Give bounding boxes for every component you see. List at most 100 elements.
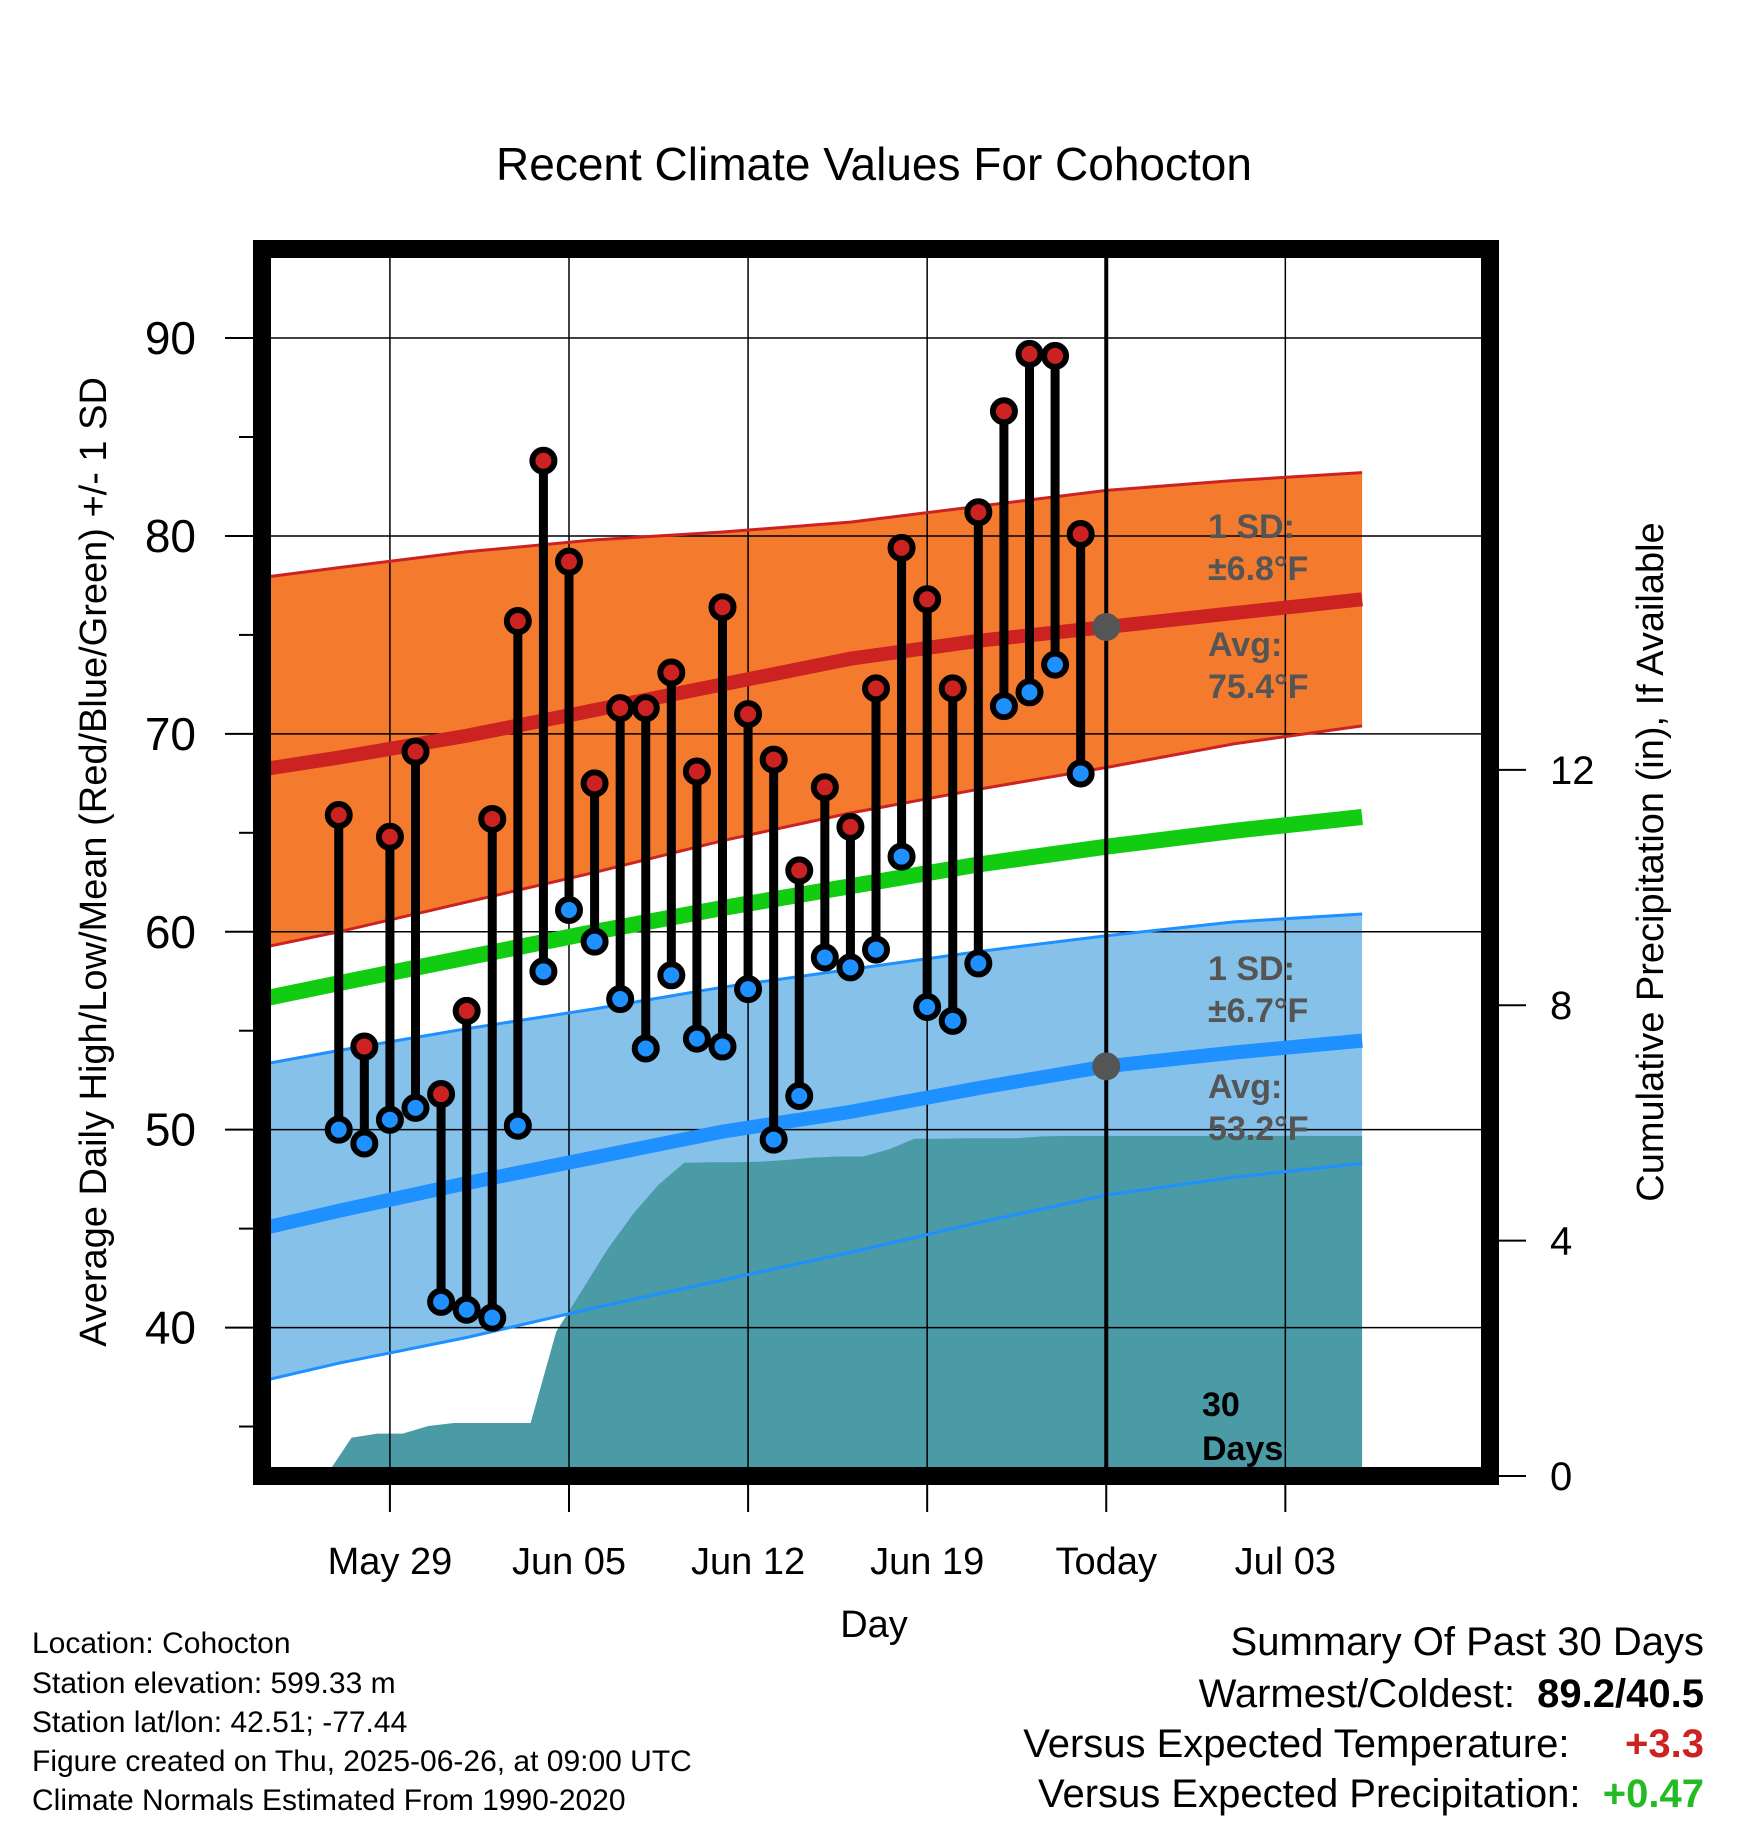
- daily-high-point: [529, 446, 558, 475]
- daily-low-point: [478, 1303, 507, 1332]
- x-tick-label: Jun 19: [870, 1541, 984, 1583]
- daily-low-point: [529, 957, 558, 986]
- daily-low-point: [503, 1111, 532, 1140]
- daily-low-point: [682, 1024, 711, 1053]
- daily-high-point: [1066, 519, 1095, 548]
- daily-high-point: [350, 1032, 379, 1061]
- daily-low-point: [555, 895, 583, 924]
- y-tick-label: 50: [145, 1104, 196, 1156]
- daily-low-point: [989, 692, 1018, 721]
- warm-cold-value: 89.2/40.5: [1537, 1672, 1704, 1716]
- daily-low-point: [324, 1115, 353, 1144]
- y-tick-label: 80: [145, 510, 196, 562]
- daily-high-point: [836, 812, 865, 841]
- daily-low-point: [427, 1287, 456, 1316]
- y-tick-label: 40: [145, 1302, 196, 1354]
- daily-high-point: [862, 674, 890, 703]
- footer-latlon: Station lat/lon: 42.51; -77.44: [32, 1706, 408, 1739]
- y-tick-label: 90: [145, 312, 196, 364]
- daily-high-point: [324, 801, 353, 830]
- daily-high-point: [606, 694, 635, 723]
- summary-title: Summary Of Past 30 Days: [1231, 1620, 1704, 1665]
- temp-value: +3.3: [1625, 1722, 1704, 1766]
- daily-low-point: [810, 943, 839, 972]
- daily-high-point: [938, 674, 967, 703]
- daily-low-point: [913, 992, 942, 1021]
- y2-tick-label: 4: [1550, 1220, 1572, 1264]
- high-sd-label: 1 SD:: [1208, 508, 1295, 546]
- daily-high-point: [708, 593, 737, 622]
- normal-high-plus-sd-line: [262, 471, 1363, 579]
- high-avg-label: Avg:: [1208, 626, 1282, 664]
- daily-high-point: [657, 658, 686, 687]
- daily-high-point: [427, 1080, 456, 1109]
- y2-axis-label: Cumulative Precipitation (in), If Availa…: [1630, 522, 1672, 1201]
- normal-low-line: [262, 1033, 1363, 1236]
- low-sd-value: ±6.7°F: [1208, 992, 1308, 1030]
- low-avg-label: Avg:: [1208, 1068, 1282, 1106]
- precip-value: +0.47: [1602, 1772, 1704, 1816]
- cumulative-precipitation-area: [300, 1135, 1363, 1476]
- high-sd-value: ±6.8°F: [1208, 550, 1308, 588]
- daily-low-point: [657, 961, 686, 990]
- daily-low-point: [964, 949, 993, 978]
- y2-tick-label: 8: [1550, 984, 1572, 1028]
- x-axis: May 29 Jun 05 Jun 12 Jun 19 Today Jul 03: [328, 1485, 1336, 1583]
- daily-high-point: [759, 745, 788, 774]
- summary-precip: Versus Expected Precipitation: +0.47: [1038, 1772, 1704, 1817]
- daily-low-point: [631, 1034, 660, 1063]
- daily-low-point: [887, 842, 916, 871]
- x-tick-label: Jun 12: [691, 1541, 805, 1583]
- normal-mean-line: [262, 809, 1363, 1007]
- normal-low-today-marker: [1092, 1052, 1121, 1081]
- daily-low-point: [401, 1093, 430, 1122]
- temp-label: Versus Expected Temperature:: [1023, 1722, 1570, 1766]
- daily-low-point: [1015, 678, 1044, 707]
- y2-tick-label: 0: [1550, 1455, 1572, 1499]
- y-axis-left: 40 50 60 70 80 90: [145, 312, 253, 1428]
- daily-high-point: [478, 804, 507, 833]
- daily-high-point: [580, 769, 609, 798]
- daily-high-point: [785, 856, 814, 885]
- x-tick-label: Today: [1056, 1541, 1157, 1583]
- daily-low-point: [708, 1032, 737, 1061]
- normal-high-sd-band: [262, 472, 1363, 948]
- daily-low-point: [1066, 759, 1095, 788]
- footer-normals: Climate Normals Estimated From 1990-2020: [32, 1784, 626, 1817]
- daily-low-point: [734, 975, 763, 1004]
- low-avg-value: 53.2°F: [1208, 1110, 1309, 1148]
- y-tick-label: 70: [145, 708, 196, 760]
- x-axis-label: Day: [840, 1604, 908, 1646]
- daily-high-point: [734, 700, 763, 729]
- chart-title: Recent Climate Values For Cohocton: [496, 138, 1252, 190]
- daily-low-point: [606, 985, 635, 1014]
- daily-low-point: [862, 935, 890, 964]
- daily-high-point: [631, 694, 660, 723]
- precip-label: Versus Expected Precipitation:: [1038, 1772, 1581, 1816]
- y2-tick-label: 12: [1550, 749, 1595, 793]
- daily-high-point: [964, 498, 993, 527]
- summary-title-text: Summary Of Past 30 Days: [1230, 1620, 1704, 1664]
- daily-low-point: [836, 953, 865, 982]
- high-avg-value: 75.4°F: [1208, 668, 1309, 706]
- daily-high-point: [887, 533, 916, 562]
- warm-cold-label: Warmest/Coldest:: [1198, 1672, 1515, 1716]
- normal-low-plus-sd-line: [262, 912, 1363, 1066]
- daily-low-point: [375, 1105, 404, 1134]
- y-axis-label: Average Daily High/Low/Mean (Red/Blue/Gr…: [73, 377, 115, 1347]
- summary-temp: Versus Expected Temperature: +3.3: [1023, 1722, 1704, 1767]
- normal-low-sd-band: [262, 914, 1363, 1381]
- summary-warm-cold: Warmest/Coldest: 89.2/40.5: [1199, 1672, 1704, 1717]
- x-tick-label: Jun 05: [512, 1541, 626, 1583]
- daily-high-point: [375, 822, 404, 851]
- normal-high-minus-sd-line: [262, 724, 1363, 950]
- footer-elevation: Station elevation: 599.33 m: [32, 1667, 396, 1700]
- y-tick-label: 60: [145, 906, 196, 958]
- daily-high-point: [682, 757, 711, 786]
- normal-high-today-marker: [1092, 612, 1121, 641]
- daily-high-point: [401, 737, 430, 766]
- low-sd-label: 1 SD:: [1208, 950, 1295, 988]
- daily-low-point: [1041, 650, 1070, 679]
- daily-high-point: [503, 607, 532, 636]
